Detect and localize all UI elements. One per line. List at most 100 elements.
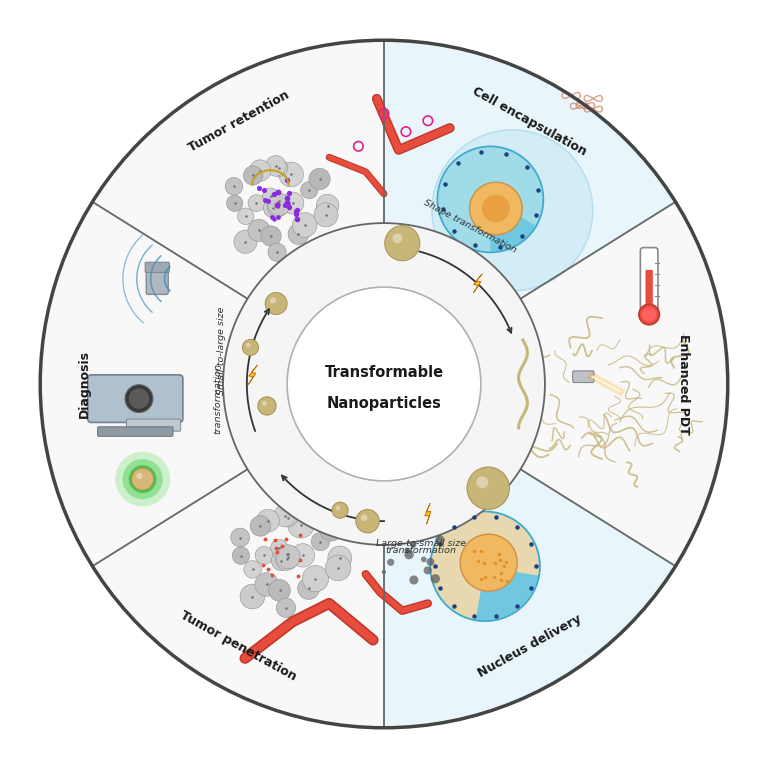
Circle shape (243, 339, 259, 356)
Text: Enhanced PDT: Enhanced PDT (677, 333, 690, 435)
Wedge shape (384, 202, 728, 566)
Wedge shape (40, 202, 384, 566)
Circle shape (248, 194, 265, 211)
Circle shape (385, 226, 420, 261)
Circle shape (278, 545, 296, 563)
FancyBboxPatch shape (127, 419, 180, 431)
Circle shape (273, 505, 296, 527)
Polygon shape (426, 508, 430, 520)
Text: transformation: transformation (385, 546, 456, 555)
Circle shape (361, 515, 368, 521)
Circle shape (639, 304, 660, 325)
Wedge shape (92, 40, 384, 384)
Circle shape (123, 459, 163, 499)
Circle shape (301, 181, 318, 199)
Circle shape (272, 194, 287, 209)
Text: Tumor retention: Tumor retention (186, 88, 291, 155)
Circle shape (270, 194, 286, 210)
FancyBboxPatch shape (645, 270, 653, 309)
FancyBboxPatch shape (98, 427, 173, 436)
Circle shape (279, 508, 297, 527)
Circle shape (276, 545, 300, 569)
Circle shape (423, 566, 432, 574)
Text: Shape transformation: Shape transformation (422, 198, 518, 255)
Circle shape (404, 550, 414, 559)
Circle shape (276, 598, 296, 617)
Circle shape (291, 544, 315, 567)
Circle shape (129, 465, 157, 493)
Circle shape (287, 287, 481, 481)
Circle shape (425, 524, 431, 530)
Circle shape (261, 226, 281, 247)
Text: Nucleus delivery: Nucleus delivery (475, 612, 584, 680)
Circle shape (482, 194, 510, 223)
Text: Tumor penetration: Tumor penetration (178, 609, 299, 684)
Polygon shape (473, 273, 482, 293)
Circle shape (476, 476, 488, 488)
FancyBboxPatch shape (146, 269, 168, 294)
Circle shape (293, 213, 317, 237)
Circle shape (268, 193, 290, 216)
Circle shape (309, 168, 330, 190)
Polygon shape (425, 503, 431, 525)
Circle shape (390, 515, 396, 521)
Text: Small-to-large size: Small-to-large size (217, 307, 226, 396)
Circle shape (280, 545, 296, 562)
Circle shape (263, 188, 279, 204)
Circle shape (298, 578, 319, 599)
Circle shape (435, 535, 445, 545)
Circle shape (265, 293, 287, 315)
Circle shape (392, 233, 402, 243)
Text: Transformable: Transformable (324, 365, 444, 380)
Circle shape (467, 467, 509, 509)
Circle shape (276, 548, 298, 571)
Circle shape (255, 573, 278, 596)
Circle shape (437, 147, 544, 253)
FancyBboxPatch shape (641, 247, 658, 312)
Circle shape (115, 452, 170, 507)
Circle shape (282, 192, 304, 214)
Circle shape (421, 557, 426, 562)
Circle shape (240, 584, 265, 609)
Circle shape (469, 182, 522, 235)
Polygon shape (475, 278, 480, 290)
Circle shape (398, 534, 404, 540)
Circle shape (250, 160, 271, 181)
Circle shape (223, 223, 545, 545)
Wedge shape (439, 147, 542, 251)
Circle shape (271, 551, 291, 571)
Circle shape (255, 546, 273, 564)
Circle shape (316, 194, 339, 217)
Circle shape (257, 509, 280, 532)
Circle shape (234, 230, 257, 253)
Circle shape (432, 130, 593, 291)
Circle shape (225, 177, 243, 195)
Wedge shape (384, 384, 676, 728)
Wedge shape (384, 40, 676, 384)
Circle shape (237, 208, 254, 224)
Circle shape (250, 516, 270, 536)
Wedge shape (432, 512, 539, 619)
Circle shape (460, 534, 517, 591)
Circle shape (409, 575, 419, 584)
Text: Large-to-small size: Large-to-small size (376, 538, 465, 548)
Circle shape (382, 570, 386, 574)
Circle shape (248, 220, 270, 241)
Circle shape (336, 505, 340, 510)
Text: Cell encapsulation: Cell encapsulation (470, 84, 589, 158)
Polygon shape (250, 369, 255, 381)
Circle shape (243, 561, 261, 578)
Text: transformation: transformation (213, 363, 222, 434)
Circle shape (267, 196, 288, 217)
Circle shape (270, 539, 288, 557)
Circle shape (332, 502, 348, 518)
Circle shape (320, 518, 343, 541)
Text: Nanoparticles: Nanoparticles (326, 396, 442, 411)
Circle shape (137, 473, 143, 479)
Circle shape (246, 343, 250, 347)
Circle shape (430, 511, 540, 621)
Circle shape (288, 223, 309, 244)
Text: Diagnosis: Diagnosis (78, 350, 91, 418)
Polygon shape (248, 366, 257, 385)
Circle shape (405, 548, 410, 554)
